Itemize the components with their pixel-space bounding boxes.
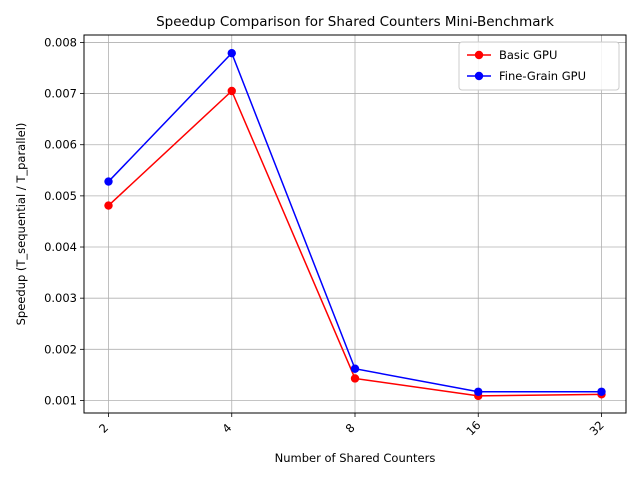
y-tick-label: 0.005 [44,189,77,203]
data-point [350,374,360,383]
series-layer [104,48,606,401]
x-axis-label: Number of Shared Counters [275,451,436,465]
legend-marker [474,50,484,60]
x-tick-label: 4 [219,421,234,436]
y-tick-label: 0.007 [44,87,77,101]
legend-marker [474,71,484,81]
data-point [227,86,236,96]
y-axis-label: Speedup (T_sequential / T_parallel) [14,123,28,326]
y-tick-label: 0.008 [44,35,77,49]
data-point [104,201,113,210]
data-point [474,387,483,396]
x-tick-label: 8 [343,421,358,436]
x-axis: 2 4 8 16 32 [96,413,607,438]
legend-item: Basic GPU [467,48,557,62]
x-tick-label: 32 [587,418,607,438]
series-2 [104,48,606,396]
y-tick-label: 0.004 [44,240,77,254]
y-axis: 0.001 0.002 0.003 0.004 0.005 0.006 0.007 0.008 [44,35,84,407]
legend-label: Basic GPU [499,48,557,62]
data-point [597,387,606,396]
y-tick-label: 0.002 [44,342,77,356]
data-point [227,48,236,58]
x-tick-label: 16 [463,418,483,438]
x-tick-label: 2 [96,421,111,436]
legend: Basic GPU Fine-Grain GPU [458,41,620,91]
data-point [104,177,113,186]
gridlines [84,35,626,413]
legend-label: Fine-Grain GPU [499,69,586,83]
y-tick-label: 0.003 [44,291,77,305]
y-tick-label: 0.006 [44,138,77,152]
y-tick-label: 0.001 [44,393,77,407]
chart-title: Speedup Comparison for Shared Counters M… [156,14,554,30]
legend-item: Fine-Grain GPU [467,69,586,83]
legend-box [458,41,620,91]
data-point [350,364,360,373]
